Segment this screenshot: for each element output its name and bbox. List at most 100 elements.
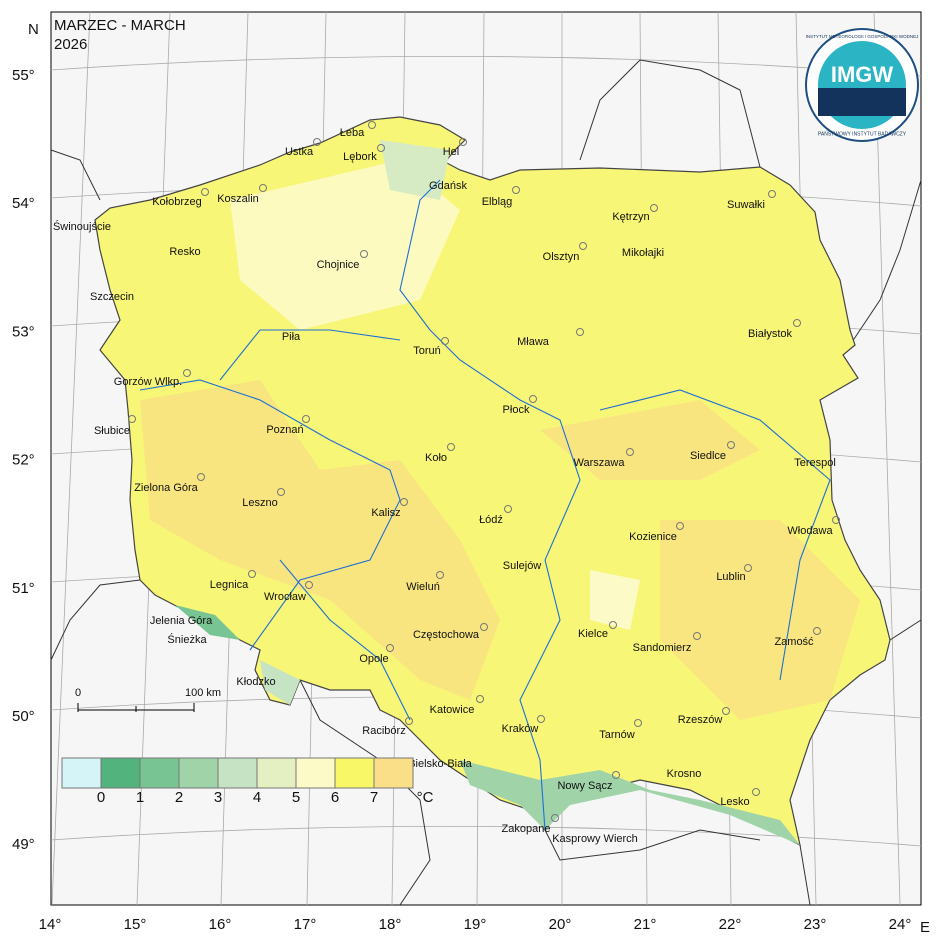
city-label: Suwałki <box>727 199 765 211</box>
city-label: Łeba <box>340 127 365 139</box>
city-label: Ustka <box>285 146 314 158</box>
city-label: Mikołajki <box>622 247 664 259</box>
station <box>537 715 545 723</box>
station <box>609 621 617 629</box>
city-label: Resko <box>169 246 200 258</box>
scale-start: 0 <box>75 687 81 699</box>
station <box>576 328 584 336</box>
station <box>248 570 256 578</box>
station <box>386 644 394 652</box>
logo: IMGW INSTYTUT METEOROLOGII I GOSPODARKI … <box>805 28 919 142</box>
latitude-label: 49° <box>12 836 35 853</box>
city-label: Leszno <box>242 497 277 509</box>
station <box>405 717 413 725</box>
station <box>305 581 313 589</box>
coordinates: 55° 54° 53° 52° 51° 50° 49° 14° 15° 16° 17° 18° 19° 2… <box>12 67 911 933</box>
station <box>693 632 701 640</box>
scale-end: 100 km <box>185 687 221 699</box>
city-label: Zakopane <box>502 823 551 835</box>
station <box>368 121 376 129</box>
latitude-label: 51° <box>12 580 35 597</box>
city-label: Bielsko-Biała <box>408 758 472 770</box>
station <box>436 571 444 579</box>
city-label: Hel <box>443 146 460 158</box>
station <box>201 188 209 196</box>
city-label: Katowice <box>430 704 475 716</box>
station <box>459 138 467 146</box>
city-label: Gdańsk <box>429 180 467 192</box>
city-label: Kołobrzeg <box>152 196 202 208</box>
station <box>813 627 821 635</box>
city-label: Kasprowy Wierch <box>552 833 638 845</box>
city-label: Kozienice <box>629 531 677 543</box>
city-label: Słubice <box>94 425 130 437</box>
city-label: Sandomierz <box>633 642 692 654</box>
station <box>529 395 537 403</box>
station <box>259 184 267 192</box>
station <box>793 319 801 327</box>
city-label: Olsztyn <box>543 251 580 263</box>
map-title: MARZEC - MARCH <box>54 17 186 34</box>
city-label: Racibórz <box>362 725 405 737</box>
city-label: Lębork <box>343 151 377 163</box>
city-label: Poznań <box>266 424 303 436</box>
city-label: Wrocław <box>264 591 306 603</box>
longitude-label: 19° <box>464 916 487 933</box>
station <box>650 204 658 212</box>
legend-swatch <box>139 757 180 789</box>
city-label: Zielona Góra <box>134 482 198 494</box>
city-label: Sulejów <box>503 560 542 572</box>
station <box>476 695 484 703</box>
logo-ring-top: INSTYTUT METEOROLOGII I GOSPODARKI WODNE… <box>806 34 919 39</box>
city-label: Łódź <box>479 514 503 526</box>
cities: Łeba Ustka Lębork Hel Gdańsk Kołobrzeg Koszali… <box>53 121 840 845</box>
latitude-label: 50° <box>12 708 35 725</box>
legend-swatch <box>100 757 141 789</box>
station <box>612 771 620 779</box>
legend-swatch <box>217 757 258 789</box>
city-label: Zamość <box>774 636 814 648</box>
city-label: Chojnice <box>317 259 360 271</box>
city-label: Białystok <box>748 328 793 340</box>
city-label: Włodawa <box>787 525 833 537</box>
city-label: Warszawa <box>574 457 626 469</box>
legend-swatch <box>373 757 414 789</box>
city-label: Śnieżka <box>167 633 207 646</box>
latitude-label: 53° <box>12 323 35 340</box>
legend-label: 7 <box>370 789 378 806</box>
station <box>480 623 488 631</box>
city-label: Jelenia Góra <box>150 615 213 627</box>
legend-swatch <box>334 757 375 789</box>
station <box>128 415 136 423</box>
legend-label: 6 <box>331 789 339 806</box>
station <box>579 242 587 250</box>
city-label: Kłodzko <box>236 676 275 688</box>
station <box>752 788 760 796</box>
station <box>441 337 449 345</box>
station <box>727 441 735 449</box>
latitude-label: 52° <box>12 452 35 469</box>
city-label: Świnoujście <box>53 220 111 233</box>
legend-label: 4 <box>253 789 261 806</box>
city-label: Rzeszów <box>678 714 723 726</box>
station <box>197 473 205 481</box>
city-label: Koszalin <box>217 193 259 205</box>
legend-label: 0 <box>97 789 105 806</box>
legend-unit: °C <box>417 789 434 806</box>
station <box>768 190 776 198</box>
legend-label: 5 <box>292 789 300 806</box>
station <box>377 144 385 152</box>
city-label: Kielce <box>578 628 608 640</box>
city-label: Tarnów <box>599 729 635 741</box>
legend-label: 3 <box>214 789 222 806</box>
city-label: Toruń <box>413 345 441 357</box>
city-label: Siedlce <box>690 450 726 462</box>
longitude-label: 22° <box>719 916 742 933</box>
city-label: Koło <box>425 452 447 464</box>
city-label: Lesko <box>720 796 749 808</box>
longitude-label: 17° <box>294 916 317 933</box>
longitude-label: 20° <box>549 916 572 933</box>
city-label: Terespol <box>794 457 836 469</box>
city-label: Szczecin <box>90 291 134 303</box>
legend-swatch <box>256 757 297 789</box>
